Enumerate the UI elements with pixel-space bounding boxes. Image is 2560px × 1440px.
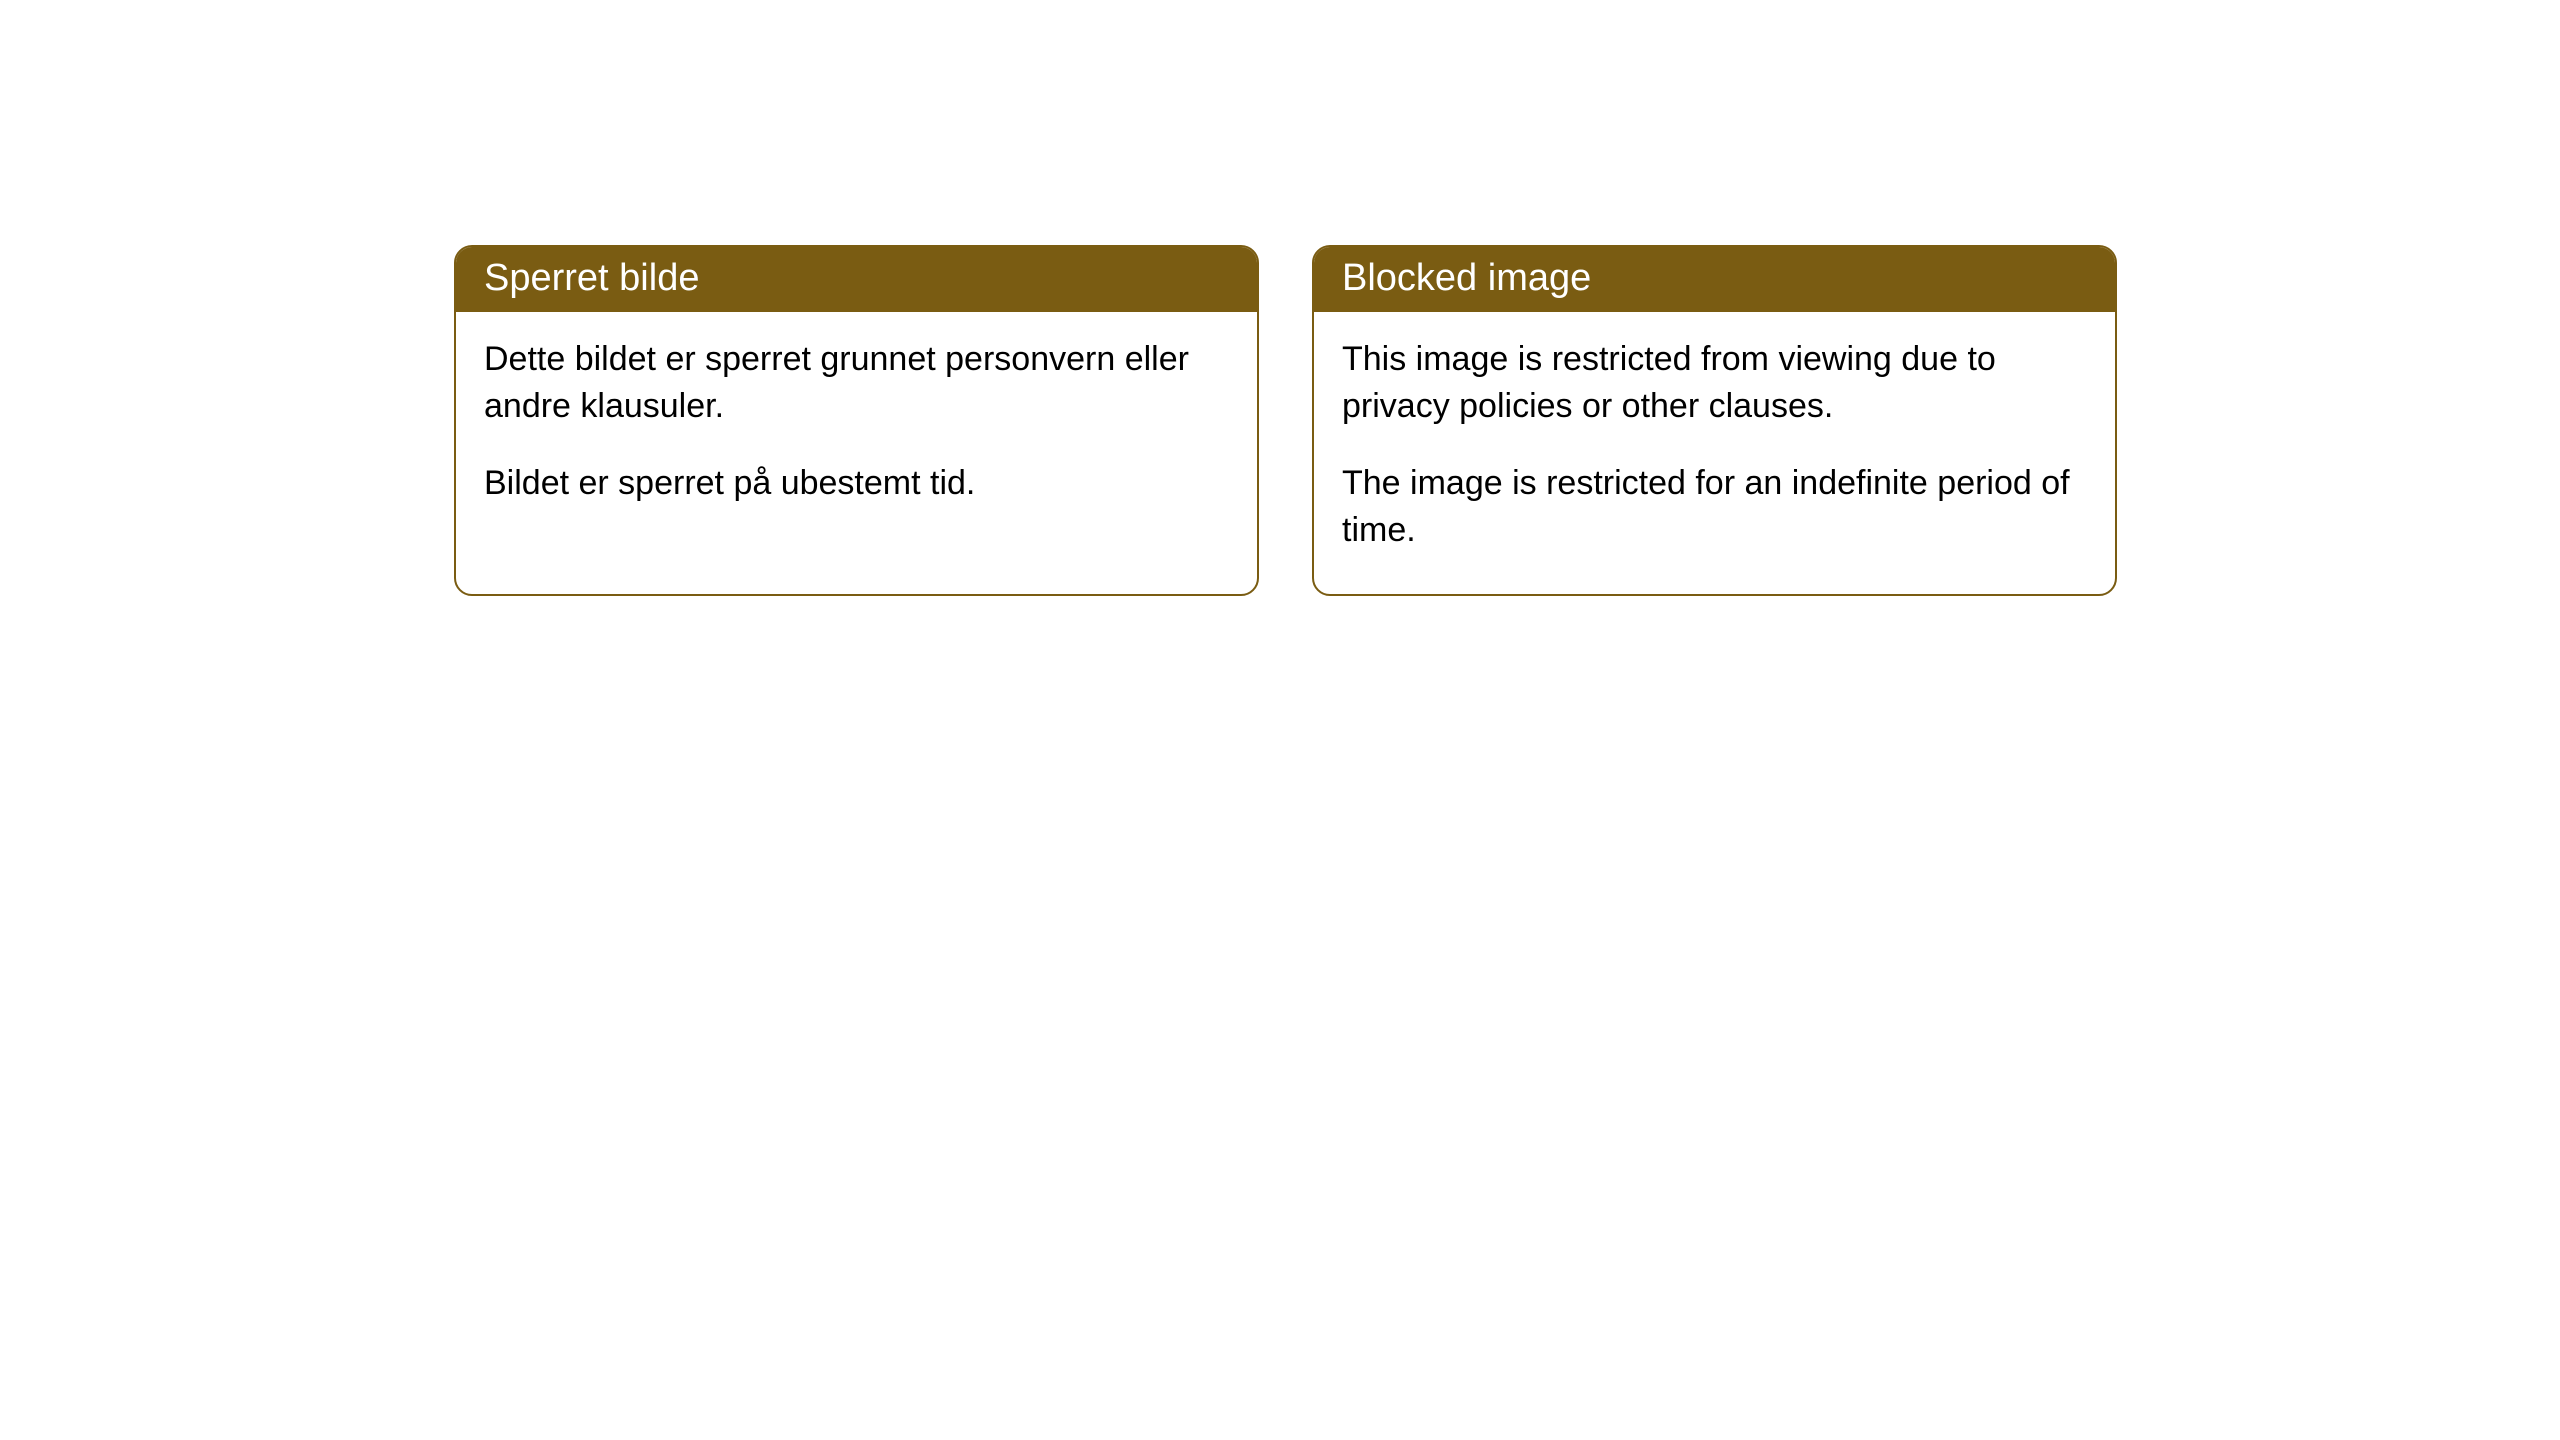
card-paragraph: Bildet er sperret på ubestemt tid. bbox=[484, 460, 1229, 507]
card-body: Dette bildet er sperret grunnet personve… bbox=[456, 312, 1257, 547]
card-title: Blocked image bbox=[1342, 257, 1591, 299]
card-header: Blocked image bbox=[1314, 247, 2115, 312]
card-container: Sperret bilde Dette bildet er sperret gr… bbox=[0, 0, 2560, 596]
card-paragraph: The image is restricted for an indefinit… bbox=[1342, 460, 2087, 554]
card-paragraph: This image is restricted from viewing du… bbox=[1342, 336, 2087, 430]
card-body: This image is restricted from viewing du… bbox=[1314, 312, 2115, 594]
card-title: Sperret bilde bbox=[484, 257, 699, 299]
blocked-image-card-norwegian: Sperret bilde Dette bildet er sperret gr… bbox=[454, 245, 1259, 596]
card-paragraph: Dette bildet er sperret grunnet personve… bbox=[484, 336, 1229, 430]
card-header: Sperret bilde bbox=[456, 247, 1257, 312]
blocked-image-card-english: Blocked image This image is restricted f… bbox=[1312, 245, 2117, 596]
